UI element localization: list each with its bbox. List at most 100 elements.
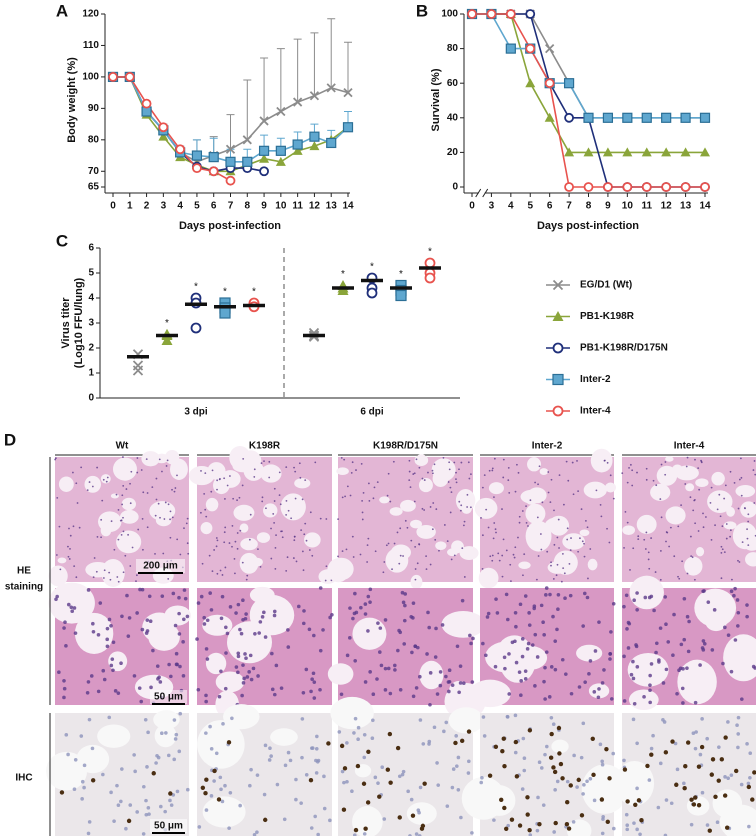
nucleus <box>116 691 121 695</box>
nucleus <box>520 787 525 791</box>
alveolar-space <box>336 467 349 476</box>
nucleus <box>361 499 364 502</box>
x-tick-label: 11 <box>292 201 303 212</box>
x-tick-label: 0 <box>469 201 475 212</box>
nucleus <box>367 537 370 540</box>
stained-nucleus <box>342 766 348 771</box>
stained-nucleus <box>504 826 509 831</box>
nucleus <box>631 484 634 487</box>
alveolar-space <box>548 515 570 536</box>
x-tick-label: 3 <box>489 201 495 212</box>
nucleus <box>673 741 678 746</box>
nucleus <box>204 647 209 651</box>
alveolar-space <box>712 789 743 818</box>
nucleus <box>568 593 573 598</box>
nucleus <box>137 528 140 531</box>
nucleus <box>725 523 728 525</box>
nucleus <box>608 541 611 544</box>
alveolar-space <box>121 497 136 511</box>
y-tick-label: 6 <box>88 243 94 254</box>
nucleus <box>322 774 326 779</box>
nucleus <box>625 823 630 827</box>
nucleus <box>480 516 482 519</box>
stained-nucleus <box>691 802 697 807</box>
column-label: Inter-2 <box>532 441 563 452</box>
alveolar-space <box>58 476 74 492</box>
nucleus <box>143 717 148 722</box>
nucleus <box>373 486 376 489</box>
nucleus <box>386 494 389 497</box>
series-line <box>472 13 705 188</box>
stained-nucleus <box>699 744 705 750</box>
nucleus <box>666 640 671 644</box>
nucleus <box>462 524 465 527</box>
stained-nucleus <box>493 744 499 749</box>
alveolar-space <box>740 501 756 518</box>
stained-nucleus <box>682 785 687 791</box>
nucleus <box>76 502 79 504</box>
nucleus <box>96 535 99 538</box>
nucleus <box>304 522 307 525</box>
nucleus <box>401 600 406 605</box>
nucleus <box>378 650 382 654</box>
nucleus <box>705 516 707 518</box>
nucleus <box>597 687 601 691</box>
nucleus <box>96 466 99 469</box>
nucleus <box>425 555 427 558</box>
nucleus <box>481 567 484 570</box>
nucleus <box>443 524 446 526</box>
legend-marker <box>552 342 564 354</box>
series-line <box>113 76 231 182</box>
nucleus <box>629 463 632 466</box>
nucleus <box>503 666 507 671</box>
nucleus <box>624 812 629 817</box>
nucleus <box>132 674 137 678</box>
data-point <box>641 147 652 157</box>
stained-nucleus <box>556 725 562 731</box>
nucleus <box>145 765 149 769</box>
nucleus <box>307 627 312 632</box>
nucleus <box>453 554 456 557</box>
nucleus <box>658 626 663 630</box>
stained-nucleus <box>514 774 520 779</box>
nucleus <box>175 789 180 794</box>
nucleus <box>581 540 584 543</box>
nucleus <box>62 686 67 691</box>
nucleus <box>362 832 367 836</box>
nucleus <box>339 692 344 697</box>
alveolar-space <box>48 565 68 587</box>
nucleus <box>244 612 248 616</box>
nucleus <box>352 556 355 558</box>
data-point <box>563 78 575 89</box>
data-point <box>424 272 436 284</box>
nucleus <box>359 553 362 556</box>
alveolar-space <box>200 521 213 535</box>
nucleus <box>569 691 574 696</box>
nucleus <box>356 737 360 742</box>
nucleus <box>544 650 549 654</box>
nucleus <box>309 826 314 830</box>
nucleus <box>315 734 319 739</box>
nucleus <box>273 500 276 502</box>
nucleus <box>225 631 230 636</box>
stained-nucleus <box>552 769 558 775</box>
alveolar-space <box>469 679 511 708</box>
row-label: IHC <box>15 773 32 784</box>
nucleus <box>693 700 698 705</box>
nucleus <box>162 552 165 555</box>
nucleus <box>298 462 301 465</box>
nucleus <box>455 478 457 481</box>
nucleus <box>414 832 419 836</box>
nucleus <box>112 819 116 823</box>
alveolar-space <box>636 514 657 535</box>
nucleus <box>698 663 702 667</box>
nucleus <box>240 693 244 698</box>
nucleus <box>385 544 388 547</box>
nucleus <box>442 729 446 734</box>
nucleus <box>735 723 739 727</box>
nucleus <box>501 554 504 557</box>
nucleus <box>68 558 71 560</box>
nucleus <box>632 598 636 603</box>
nucleus <box>642 695 646 699</box>
nucleus <box>216 572 219 575</box>
